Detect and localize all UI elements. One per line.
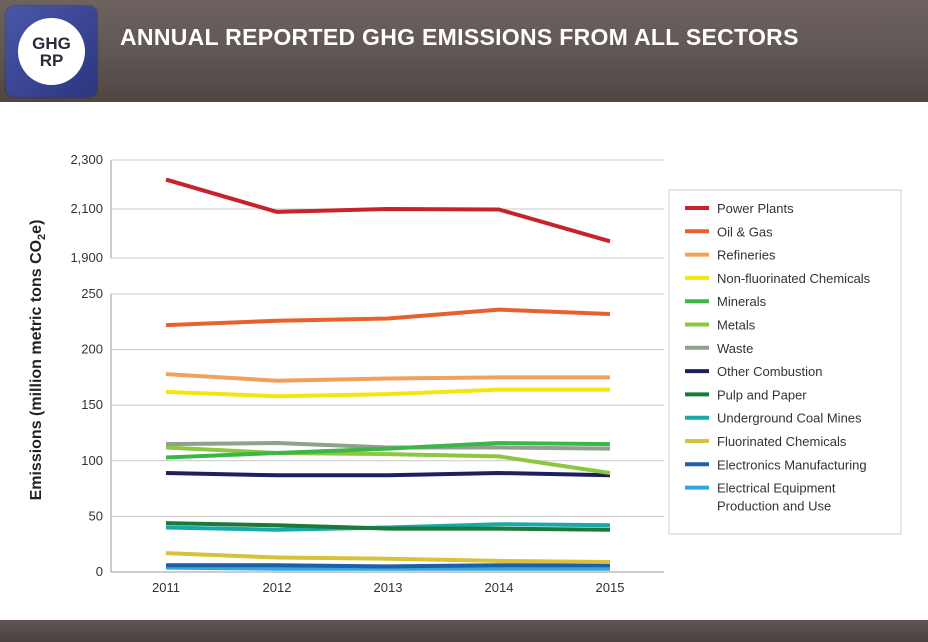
legend-label-metals: Metals [717, 318, 756, 333]
logo-text-line2: RP [39, 50, 64, 70]
y-tick-label-lower: 200 [81, 342, 103, 357]
series-line-electrical-equipment-production-and-use [165, 565, 610, 571]
legend-label-electrical-equipment-production-and-use: Production and Use [717, 499, 831, 514]
legend-label-non-fluorinated-chemicals: Non-fluorinated Chemicals [717, 271, 871, 286]
x-tick-label: 2011 [152, 580, 180, 595]
x-tick-label: 2015 [596, 580, 625, 595]
legend-label-pulp-and-paper: Pulp and Paper [717, 387, 807, 402]
page-title: ANNUAL REPORTED GHG EMISSIONS FROM ALL S… [120, 24, 799, 50]
legend-label-other-combustion: Other Combustion [717, 364, 823, 379]
x-tick-label: 2012 [263, 580, 292, 595]
series-line-oil-gas [165, 307, 611, 328]
y-tick-label-lower: 50 [89, 508, 103, 523]
series-line-non-fluorinated-chemicals [165, 387, 610, 399]
y-axis-label-main: Emissions (million metric tons CO [28, 240, 45, 501]
series-line-refineries [165, 372, 610, 383]
header-banner: GHG RP ANNUAL REPORTED GHG EMISSIONS FRO… [0, 0, 928, 102]
series-lines [165, 177, 611, 571]
series-line-pulp-and-paper [165, 521, 611, 532]
footer-bar [0, 620, 928, 642]
x-tick-label: 2013 [374, 580, 403, 595]
y-axis-label: Emissions (million metric tons CO2e) [28, 220, 48, 501]
legend-label-waste: Waste [717, 341, 753, 356]
y-axis-label-tail: e) [28, 220, 45, 234]
ghgrp-logo: GHG RP [6, 6, 97, 97]
series-line-metals [165, 445, 611, 475]
legend-label-minerals: Minerals [717, 294, 767, 309]
logo-circle: GHG RP [18, 18, 85, 85]
series-line-minerals [165, 441, 611, 460]
y-tick-label-lower: 150 [81, 397, 103, 412]
y-tick-label-lower: 100 [81, 453, 103, 468]
legend-label-refineries: Refineries [717, 248, 776, 263]
logo-text-line1: GHG [32, 33, 71, 53]
series-line-electronics-manufacturing [166, 563, 610, 569]
series-line-power-plants [165, 177, 611, 244]
y-tick-label-lower: 0 [96, 564, 103, 579]
legend-label-power-plants: Power Plants [717, 201, 794, 216]
x-tick-label: 2014 [485, 580, 514, 595]
legend-label-oil-gas: Oil & Gas [717, 224, 773, 239]
y-axis-label-subscript: 2 [36, 234, 48, 240]
grid-lines [111, 159, 664, 573]
y-tick-label-upper: 2,300 [70, 152, 103, 167]
y-tick-label-upper: 2,100 [70, 201, 103, 216]
y-tick-label-upper: 1,900 [70, 250, 103, 265]
legend-label-underground-coal-mines: Underground Coal Mines [717, 411, 862, 426]
series-line-other-combustion [165, 471, 611, 478]
series-line-fluorinated-chemicals [165, 551, 611, 564]
legend-label-electronics-manufacturing: Electronics Manufacturing [717, 457, 867, 472]
legend-label-fluorinated-chemicals: Fluorinated Chemicals [717, 434, 847, 449]
legend-box [668, 189, 902, 535]
legend: Power Plants Oil & Gas Refineries Non-fluor… [685, 201, 871, 514]
y-tick-label-lower: 250 [81, 286, 103, 301]
legend-label-electrical-equipment-production-and-use: Electrical Equipment [717, 481, 836, 496]
axes: 1,900 2,100 2,300 0 50 100 150 200 250 2011 2012 20… [70, 152, 664, 595]
